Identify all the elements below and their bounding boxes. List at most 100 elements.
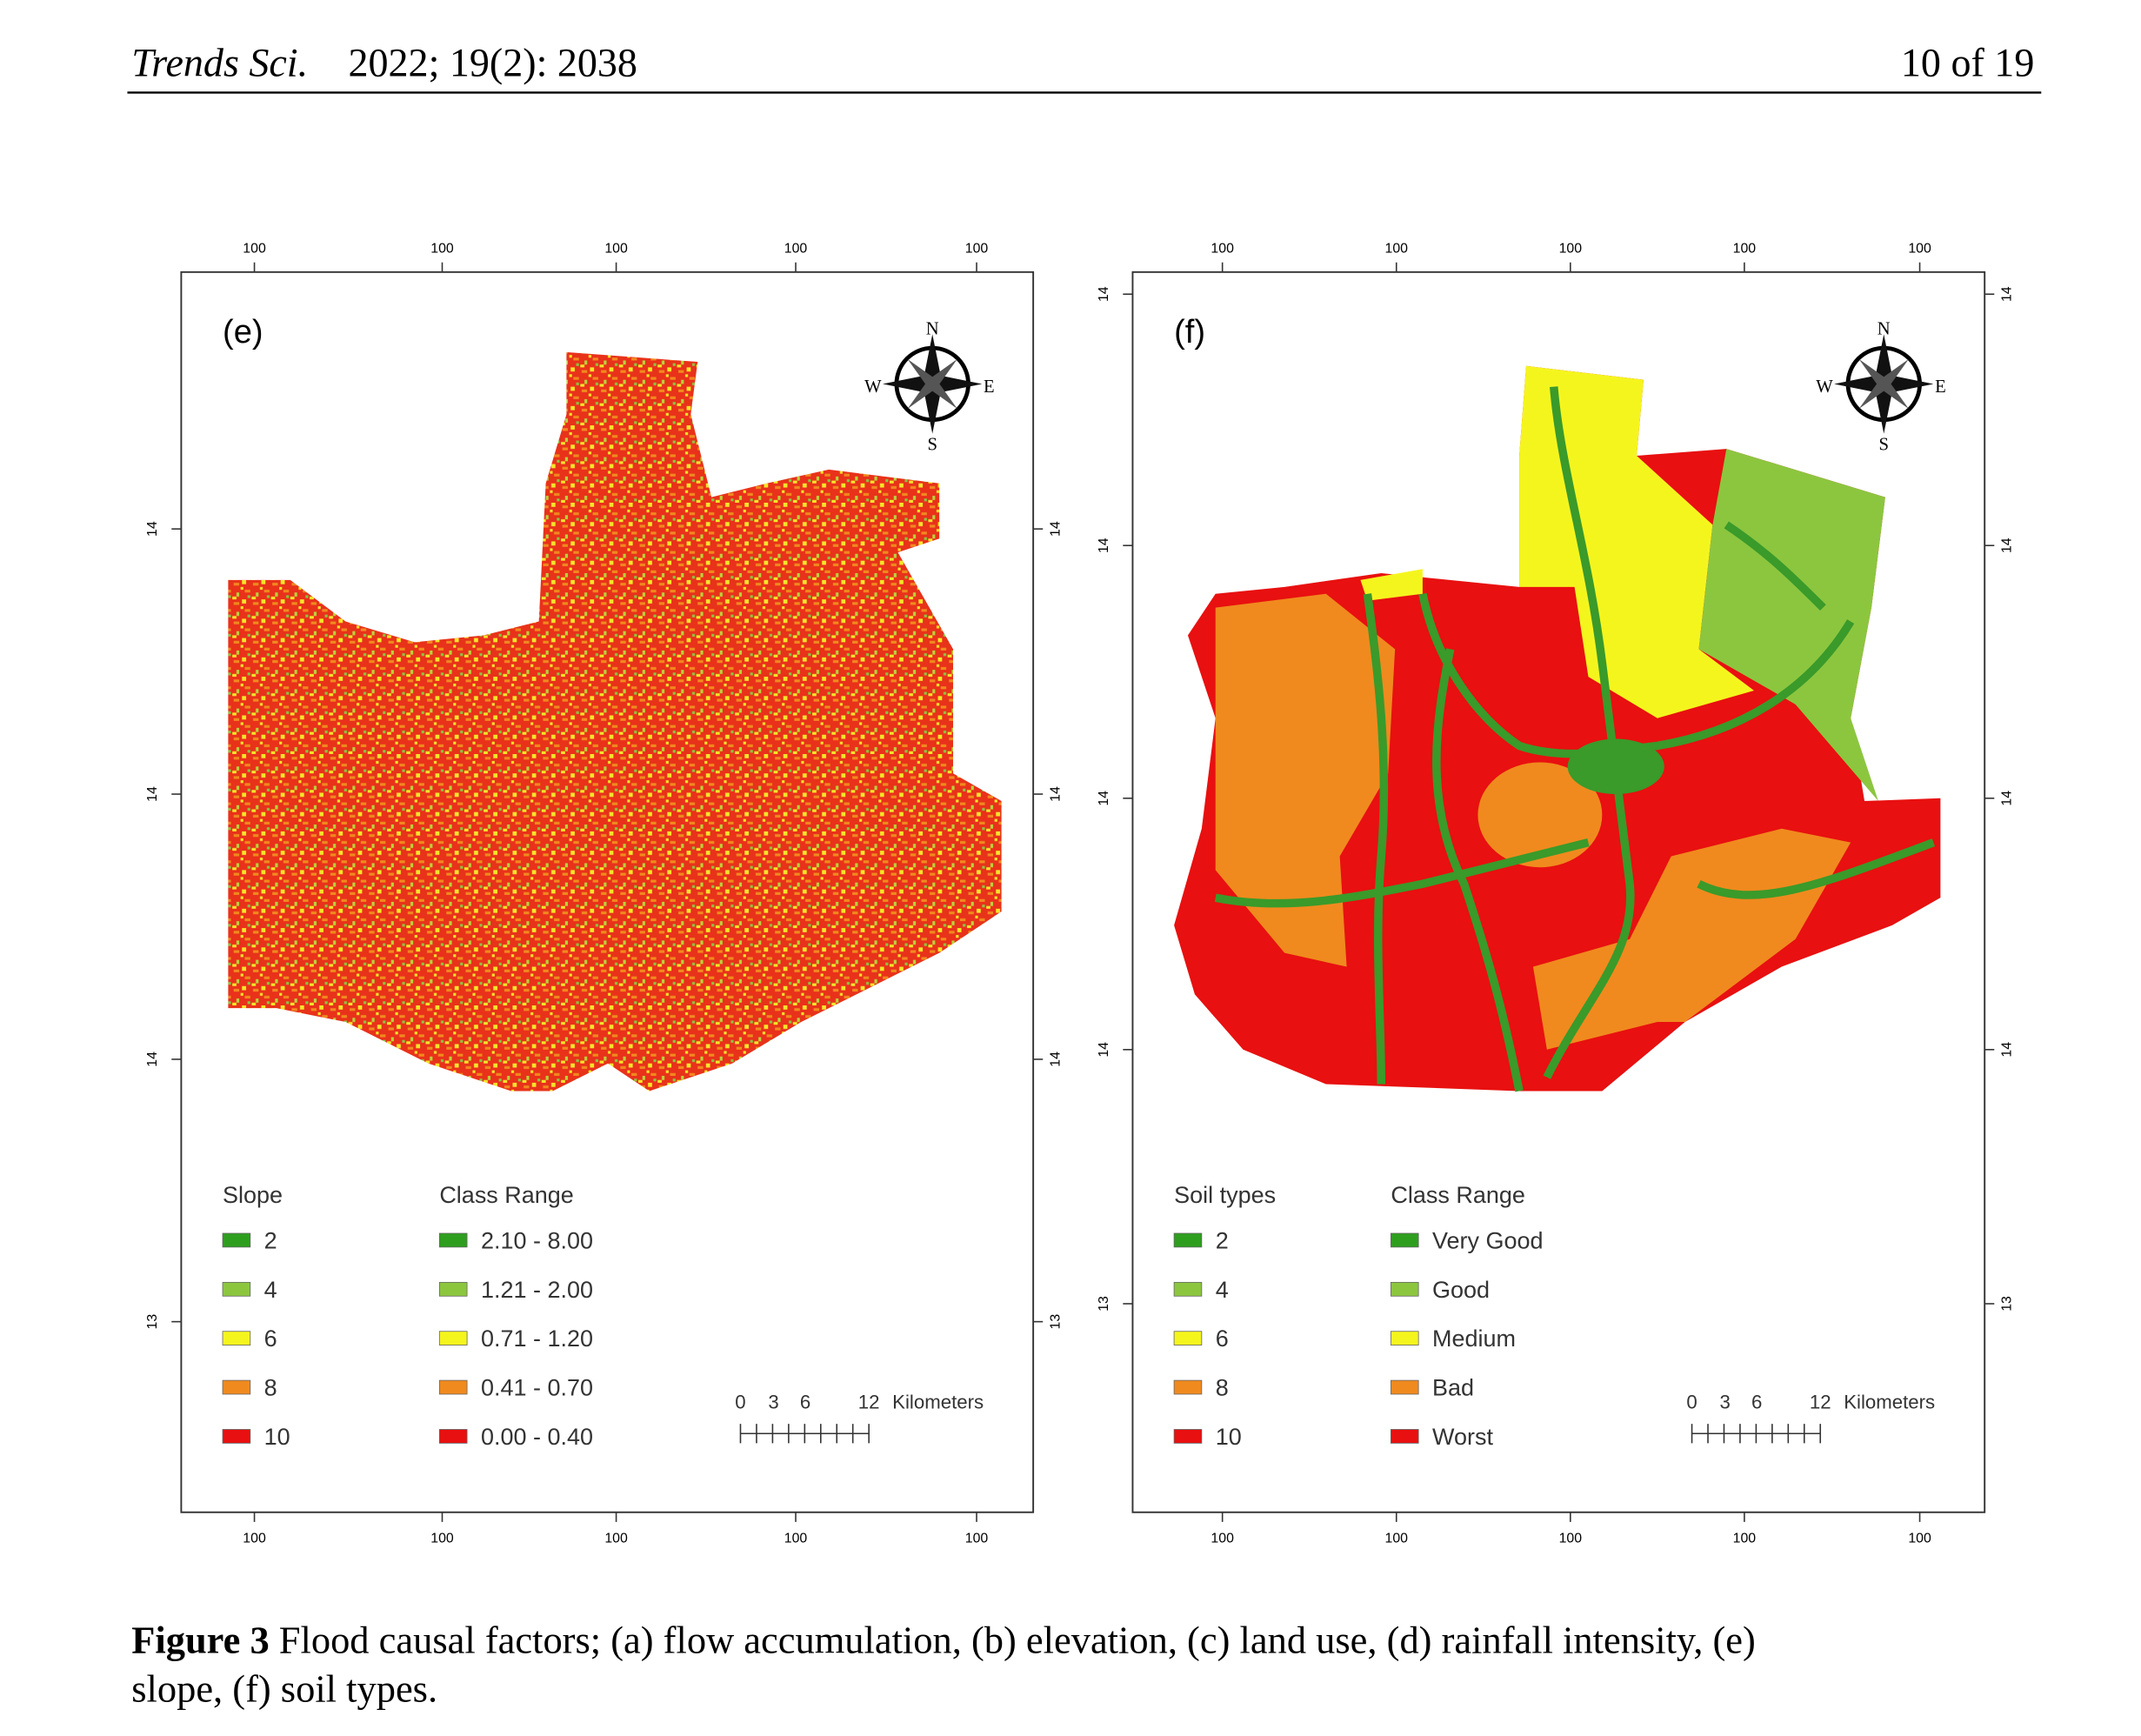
legend-range: 0.00 - 0.40 [481, 1424, 593, 1450]
caption-text: Flood causal factors; (a) flow accumulat… [279, 1619, 1756, 1662]
panel-label: (e) [223, 314, 263, 351]
legend-swatch [438, 1281, 468, 1297]
legend-title: Slope [223, 1182, 283, 1208]
legend-swatch [438, 1429, 468, 1444]
tick-label: 100 [1908, 1532, 1931, 1546]
scale-unit: Kilometers [1844, 1392, 1935, 1413]
compass-letter: W [1816, 377, 1833, 397]
tick-label: 100 [243, 1532, 266, 1546]
tick-label: 14 [1097, 286, 1111, 302]
legend-value: 8 [1216, 1375, 1229, 1401]
tick-label: 100 [430, 242, 454, 257]
legend-value: 10 [264, 1424, 290, 1450]
legend-swatch [1390, 1429, 1419, 1444]
tick-label: 100 [965, 1532, 989, 1546]
legend-range: 1.21 - 2.00 [481, 1277, 593, 1303]
tick-label: 14 [1999, 791, 2014, 806]
caption-text: slope, (f) soil types. [131, 1666, 437, 1710]
tick-label: 14 [1097, 791, 1111, 806]
legend-swatch [1390, 1281, 1419, 1297]
compass-letter: N [926, 319, 939, 338]
tick-label: 13 [1097, 1296, 1111, 1312]
legend-range: 0.71 - 1.20 [481, 1325, 593, 1352]
tick-label: 14 [1097, 537, 1111, 553]
map-frame [1131, 270, 1986, 1513]
legend-range: Very Good [1432, 1227, 1544, 1253]
tick-label: 14 [1048, 521, 1063, 537]
scale-label: 6 [800, 1392, 810, 1413]
tick-label: 14 [1999, 537, 2014, 553]
legend-range: 0.41 - 0.70 [481, 1375, 593, 1401]
tick-label: 100 [430, 1532, 454, 1546]
legend-value: 6 [264, 1325, 277, 1352]
tick-label: 100 [1908, 242, 1931, 257]
tick-label: 100 [1385, 242, 1409, 257]
legend-range: Medium [1432, 1325, 1516, 1352]
compass-letter: W [864, 377, 882, 397]
legend-swatch [1173, 1379, 1203, 1395]
legend-swatch [222, 1429, 251, 1444]
legend-value: 2 [264, 1227, 277, 1253]
soil-map [1174, 365, 1941, 1092]
compass-letter: N [1878, 319, 1891, 338]
page-number: 10 of 19 [1901, 40, 2034, 84]
legend-swatch [1173, 1331, 1203, 1346]
tick-label: 100 [1385, 1532, 1409, 1546]
citation: 2022; 19(2): 2038 [349, 40, 637, 84]
legend-swatch [1390, 1331, 1419, 1346]
legend-range: Worst [1432, 1424, 1493, 1450]
tick-label: 100 [1733, 1532, 1757, 1546]
legend-swatch [222, 1232, 251, 1248]
compass-letter: E [1935, 377, 1946, 397]
tick-label: 100 [784, 1532, 808, 1546]
legend-value: 4 [264, 1277, 277, 1303]
legend-swatch [222, 1281, 251, 1297]
panel-label: (f) [1174, 314, 1205, 351]
legend-swatch [438, 1379, 468, 1395]
scale-label: 0 [735, 1392, 745, 1413]
legend-swatch [1390, 1232, 1419, 1248]
tick-label: 14 [1999, 286, 2014, 302]
legend-range: 2.10 - 8.00 [481, 1227, 593, 1253]
tick-label: 100 [1733, 242, 1757, 257]
tick-label: 14 [145, 786, 160, 802]
tick-label: 14 [1999, 1042, 2014, 1058]
compass-letter: S [1879, 436, 1889, 455]
legend-title: Class Range [1391, 1182, 1525, 1208]
legend-title: Class Range [439, 1182, 574, 1208]
scale-label: 12 [1810, 1392, 1831, 1413]
legend-range: Good [1432, 1277, 1490, 1303]
legend-value: 2 [1216, 1227, 1229, 1253]
scale-label: 6 [1751, 1392, 1762, 1413]
tick-label: 13 [1999, 1296, 2014, 1312]
tick-label: 14 [145, 521, 160, 537]
tick-label: 14 [1097, 1042, 1111, 1058]
tick-label: 100 [1559, 242, 1583, 257]
legend-title: Soil types [1174, 1182, 1276, 1208]
tick-label: 14 [1048, 1052, 1063, 1067]
legend-swatch [1173, 1281, 1203, 1297]
tick-label: 13 [1048, 1314, 1063, 1330]
legend-swatch [222, 1379, 251, 1395]
tick-label: 100 [965, 242, 989, 257]
map-frame [180, 270, 1035, 1513]
legend-swatch [1173, 1429, 1203, 1444]
legend-swatch [438, 1232, 468, 1248]
legend-swatch [1390, 1379, 1419, 1395]
legend-swatch [222, 1331, 251, 1346]
tick-label: 100 [1211, 242, 1234, 257]
tick-label: 14 [145, 1052, 160, 1067]
tick-label: 100 [604, 242, 628, 257]
compass-letter: E [984, 377, 995, 397]
tick-label: 100 [243, 242, 266, 257]
scale-label: 3 [1719, 1392, 1730, 1413]
legend-value: 10 [1216, 1424, 1242, 1450]
scale-label: 12 [858, 1392, 880, 1413]
legend-swatch [438, 1331, 468, 1346]
slope-map [228, 351, 1002, 1092]
tick-label: 100 [784, 242, 808, 257]
tick-label: 100 [604, 1532, 628, 1546]
scale-unit: Kilometers [892, 1392, 984, 1413]
legend-value: 6 [1216, 1325, 1229, 1352]
